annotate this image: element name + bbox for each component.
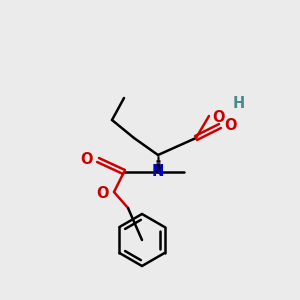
Text: N: N	[152, 164, 164, 179]
Text: O: O	[212, 110, 224, 124]
Text: O: O	[224, 118, 236, 133]
Text: H: H	[233, 95, 245, 110]
Text: O: O	[80, 152, 93, 166]
Text: O: O	[97, 185, 109, 200]
